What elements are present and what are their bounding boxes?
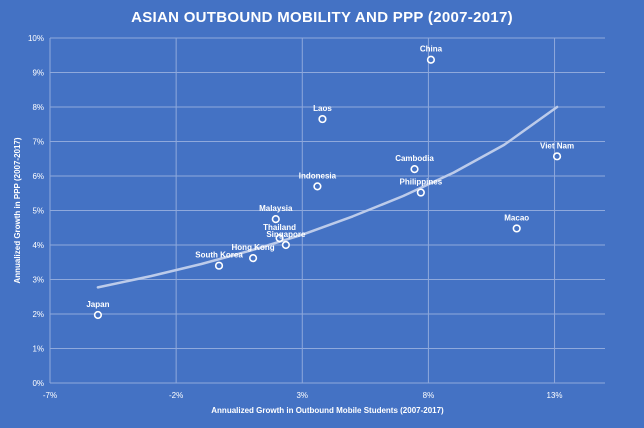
- data-point: [271, 215, 280, 224]
- y-tick-label: 6%: [32, 172, 44, 181]
- data-point: [552, 152, 562, 161]
- x-tick-label: 13%: [547, 391, 563, 400]
- data-point: [248, 254, 258, 263]
- y-tick-label: 3%: [32, 276, 44, 285]
- data-point: [410, 165, 419, 174]
- y-tick-label: 5%: [32, 207, 44, 216]
- x-tick-label: -2%: [169, 391, 183, 400]
- data-point-label: Macao: [504, 213, 529, 222]
- chart-title: ASIAN OUTBOUND MOBILITY AND PPP (2007-20…: [131, 9, 513, 26]
- data-point: [426, 55, 436, 64]
- y-tick-label: 2%: [32, 310, 44, 319]
- data-point-label: Malaysia: [259, 204, 293, 213]
- data-point-label: Japan: [86, 300, 109, 309]
- y-tick-label: 4%: [32, 241, 44, 250]
- data-point: [416, 188, 425, 197]
- data-point-label: Viet Nam: [540, 141, 574, 150]
- data-point-label: Singapore: [266, 230, 306, 239]
- x-tick-label: 8%: [423, 391, 435, 400]
- y-tick-label: 0%: [32, 379, 44, 388]
- data-point-label: Thailand: [263, 223, 296, 232]
- x-tick-label: -7%: [43, 391, 57, 400]
- trendline: [96, 105, 559, 289]
- data-point-label: China: [420, 45, 443, 54]
- y-tick-label: 1%: [32, 345, 44, 354]
- data-point-label: Cambodia: [395, 154, 434, 163]
- data-point-label: Laos: [313, 104, 332, 113]
- data-point-label: Indonesia: [299, 171, 337, 180]
- data-point: [281, 240, 290, 250]
- data-point: [214, 261, 224, 270]
- data-point: [313, 182, 322, 191]
- data-point: [275, 234, 284, 243]
- data-point-label: Philippines: [400, 178, 443, 187]
- data-point-label: South Korea: [195, 251, 243, 260]
- y-tick-label: 9%: [32, 69, 44, 78]
- data-point: [512, 224, 521, 233]
- data-point: [93, 310, 103, 320]
- y-tick-label: 7%: [32, 138, 44, 147]
- x-tick-label: 3%: [296, 391, 308, 400]
- y-tick-label: 10%: [28, 34, 44, 43]
- data-point: [318, 114, 327, 124]
- x-axis-title: Annualized Growth in Outbound Mobile Stu…: [211, 406, 444, 415]
- data-point-label: Hong Kong: [232, 243, 275, 252]
- y-tick-label: 8%: [32, 103, 44, 112]
- y-axis-title: Annualized Growth in PPP (2007-2017): [13, 137, 22, 283]
